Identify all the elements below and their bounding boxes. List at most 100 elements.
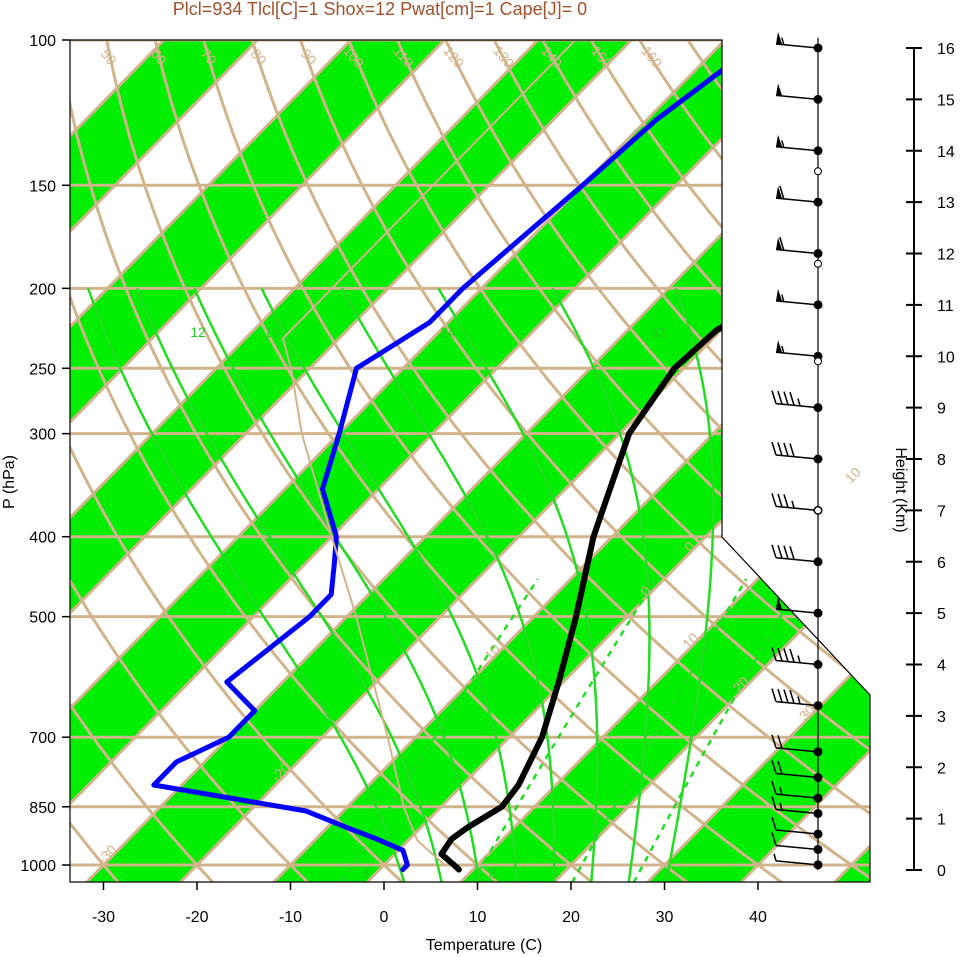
x-tick-label: 40 bbox=[749, 909, 767, 926]
wind-barb-staff bbox=[775, 146, 819, 152]
wind-barb bbox=[777, 760, 783, 775]
isotherm-line bbox=[70, 40, 820, 882]
wind-half-barb bbox=[779, 787, 783, 795]
moist-adiabat-line bbox=[136, 287, 443, 882]
height-tick-label: 7 bbox=[937, 503, 946, 520]
wind-barb-staff bbox=[775, 700, 819, 707]
height-tick-label: 8 bbox=[937, 452, 946, 469]
x-tick-label: -20 bbox=[185, 909, 208, 926]
wind-half-barb bbox=[781, 294, 785, 302]
x-tick-label: 10 bbox=[469, 909, 487, 926]
wind-barb bbox=[771, 734, 777, 749]
moist-adiabat-line bbox=[193, 287, 481, 882]
height-tick-label: 13 bbox=[937, 195, 955, 212]
mixing-ratio-line bbox=[570, 578, 748, 882]
wind-barb-staff bbox=[775, 860, 819, 866]
dewpoint-line bbox=[151, 40, 765, 873]
y-tick-label: 150 bbox=[29, 178, 56, 195]
wind-barb-staff bbox=[775, 505, 819, 512]
height-tick-label: 10 bbox=[937, 349, 955, 366]
mixing-ratio-label: 8 bbox=[489, 865, 497, 881]
height-tick-label: 12 bbox=[937, 247, 955, 264]
height-tick-label: 4 bbox=[937, 658, 946, 675]
y-tick-label: 300 bbox=[29, 427, 56, 444]
height-tick-label: 16 bbox=[937, 41, 955, 58]
wind-barb bbox=[771, 544, 777, 558]
wind-barb-staff bbox=[775, 557, 819, 563]
mixing-ratio-label: 16 bbox=[264, 324, 280, 340]
y-tick-label: 1000 bbox=[20, 858, 56, 875]
wind-barb-staff bbox=[775, 772, 819, 779]
wind-barb-staff bbox=[775, 747, 819, 753]
isotherm-label: 10 bbox=[842, 464, 864, 486]
wind-flag bbox=[776, 237, 782, 250]
dry-adiabat-line bbox=[70, 40, 594, 882]
x-tick-label: 0 bbox=[380, 909, 389, 926]
mixing-ratio-line bbox=[470, 578, 657, 882]
moist-adiabat-lines bbox=[86, 287, 715, 882]
wind-barb bbox=[777, 442, 783, 456]
wind-barb bbox=[777, 390, 783, 405]
wind-barb-staff bbox=[775, 808, 819, 815]
y-tick-label: 250 bbox=[29, 361, 56, 378]
dry-adiabat-line bbox=[70, 40, 309, 882]
isotherm-line bbox=[70, 40, 540, 882]
moist-adiabat-line bbox=[86, 287, 406, 882]
wind-barb-staff bbox=[775, 248, 819, 255]
isotherm-line bbox=[70, 40, 353, 882]
dry-adiabat-line bbox=[70, 40, 215, 882]
pressure-axis: 100 150 200 250 300 400 500 700 850 1000 bbox=[20, 33, 70, 875]
wind-barb-staff bbox=[775, 793, 819, 799]
moist-adiabat-line bbox=[340, 287, 556, 882]
wind-half-barb bbox=[797, 696, 801, 704]
moist-adiabat-line bbox=[260, 287, 518, 882]
wind-barb bbox=[771, 441, 777, 456]
height-tick-label: 1 bbox=[937, 812, 946, 829]
wind-barb bbox=[771, 647, 777, 661]
mixing-ratio-label: 24 bbox=[440, 324, 456, 340]
wind-barb-staff bbox=[775, 402, 819, 409]
wind-barb bbox=[789, 443, 795, 457]
dry-adiabat-label: 50 bbox=[98, 46, 120, 68]
wind-barb bbox=[771, 688, 777, 702]
mixing-ratio-lines bbox=[341, 578, 803, 882]
x-tick-label: -10 bbox=[279, 909, 302, 926]
wind-flag bbox=[776, 340, 782, 353]
parcel-line bbox=[281, 40, 577, 866]
chart-title: Plcl=934 Tlcl[C]=1 Shox=12 Pwat[cm]=1 Ca… bbox=[173, 0, 587, 19]
wind-barb-staff bbox=[775, 829, 819, 835]
wind-half-barb bbox=[781, 345, 785, 354]
isotherm-band bbox=[70, 40, 632, 882]
wind-barb bbox=[777, 647, 783, 662]
height-tick-label: 15 bbox=[937, 92, 955, 109]
wind-barb-staff bbox=[775, 844, 819, 851]
wind-barb-staff bbox=[775, 454, 819, 460]
dry-adiabat-line bbox=[153, 40, 783, 882]
height-tick-label: 11 bbox=[937, 298, 954, 315]
temperature-axis: -30 -20 -10 0 10 20 30 40 bbox=[92, 882, 767, 926]
height-tick-label: 9 bbox=[937, 401, 946, 418]
wind-barb bbox=[783, 648, 789, 662]
dry-adiabat-line bbox=[250, 40, 870, 882]
moist-adiabat-line bbox=[437, 287, 599, 882]
dry-adiabat-label: 120 bbox=[440, 43, 467, 71]
wind-half-barb bbox=[779, 802, 783, 811]
wind-hollow-dot bbox=[814, 259, 822, 268]
height-tick-label: 2 bbox=[937, 760, 946, 777]
wind-flag bbox=[776, 186, 782, 199]
wind-half-barb bbox=[797, 398, 801, 406]
dry-adiabat-label: 80 bbox=[248, 46, 270, 68]
x-axis-label: Temperature (C) bbox=[426, 937, 542, 954]
wind-barb bbox=[777, 545, 783, 559]
wind-barb bbox=[783, 391, 789, 405]
wind-flag bbox=[776, 83, 782, 96]
wind-half-barb bbox=[791, 500, 795, 509]
wind-barb bbox=[771, 760, 777, 774]
dry-adiabat-line bbox=[70, 40, 499, 882]
wind-barb-staff bbox=[775, 94, 819, 101]
dry-adiabat-line bbox=[202, 40, 870, 882]
wind-barb bbox=[777, 735, 783, 749]
wind-hollow-dot bbox=[814, 357, 822, 366]
moist-adiabat-line bbox=[551, 287, 651, 882]
